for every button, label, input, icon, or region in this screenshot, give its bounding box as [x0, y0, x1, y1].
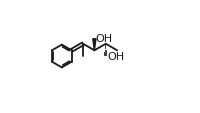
Text: OH: OH [107, 51, 124, 61]
Polygon shape [93, 39, 96, 51]
Text: OH: OH [96, 34, 113, 44]
